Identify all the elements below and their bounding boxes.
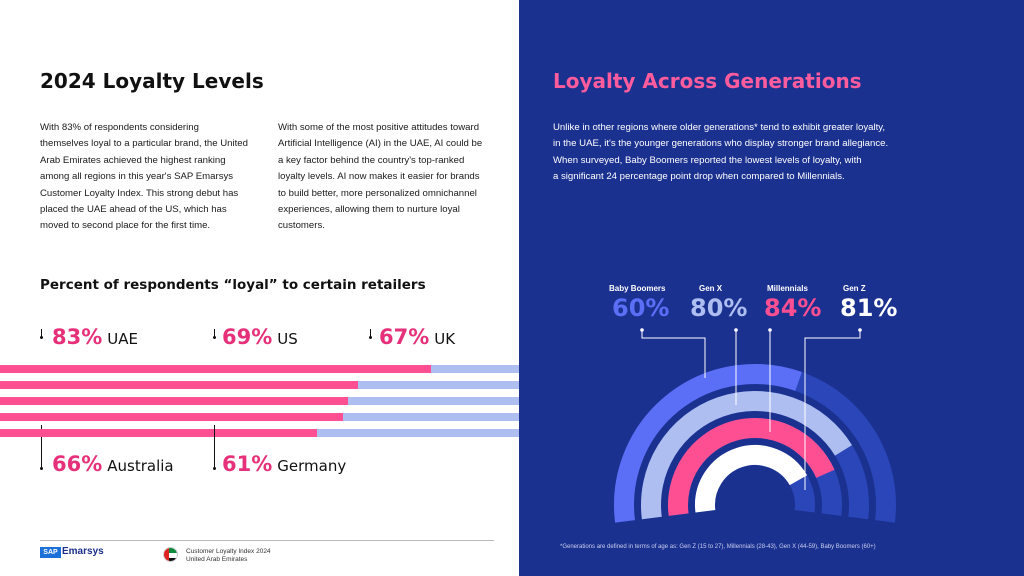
ai-paragraph-line: to build better, more personalized omnic… <box>278 187 477 199</box>
arc-baby-boomers <box>614 364 802 523</box>
ai-paragraph-line: a key factor behind the country's top-ra… <box>278 154 465 166</box>
generations-paragraph-line: a significant 24 percentage point drop w… <box>553 171 845 183</box>
bar-australia <box>0 413 343 421</box>
intro-paragraph-line: placed the UAE ahead of the US, which ha… <box>40 204 227 216</box>
generation-name: Gen X <box>699 284 723 293</box>
ai-paragraph-line: Artificial Intelligence (AI) in the UAE,… <box>278 138 483 150</box>
generations-paragraph-line: When surveyed, Baby Boomers reported the… <box>553 154 862 166</box>
intro-paragraph-line: Arab Emirates achieved the highest ranki… <box>40 154 226 166</box>
intro-paragraph-line: Customer Loyalty Index. This strong debu… <box>40 187 239 199</box>
arc-gen-z <box>695 445 808 513</box>
bar-label-leader <box>41 425 42 468</box>
generation-name: Gen Z <box>843 284 866 293</box>
bar-label-dot <box>40 336 43 339</box>
ai-paragraph: With some of the most positive attitudes… <box>278 120 513 235</box>
generation-name: Millennials <box>767 284 808 293</box>
bar-value-label: 83% <box>52 325 103 349</box>
bar-category-label: UAE <box>107 330 138 348</box>
bar-category-label: US <box>277 330 298 348</box>
intro-paragraph-line: among all regions in this year's SAP Ema… <box>40 171 234 183</box>
bar-label-germany: 61% Germany <box>222 452 346 476</box>
bar-label-leader <box>41 329 42 337</box>
ai-paragraph-line: With some of the most positive attitudes… <box>278 122 480 133</box>
bar-label-dot <box>213 336 216 339</box>
footer-divider <box>40 540 494 541</box>
bar-category-label: UK <box>434 330 456 348</box>
bar-label-australia: 66% Australia <box>52 452 174 476</box>
generation-value: 84% <box>764 294 822 322</box>
generation-name: Baby Boomers <box>609 284 666 293</box>
generation-leader-line <box>641 330 706 378</box>
arc-millennials <box>668 418 835 516</box>
bar-category-label: Germany <box>277 457 347 475</box>
generation-value: 60% <box>612 294 670 322</box>
intro-paragraph-line: With 83% of respondents considering <box>40 122 199 133</box>
page-title: 2024 Loyalty Levels <box>40 69 264 93</box>
generations-paragraph-line: in the UAE, it's the younger generations… <box>553 138 889 150</box>
intro-paragraph-line: themselves loyal to a particular brand, … <box>40 138 248 150</box>
generation-leader-dot <box>768 328 772 332</box>
bar-label-dot <box>213 467 216 470</box>
bar-label-dot <box>40 467 43 470</box>
generation-leader-dot <box>858 328 862 332</box>
bar-chart-title: Percent of respondents “loyal” to certai… <box>40 277 426 293</box>
generation-leader-dot <box>734 328 738 332</box>
right-panel <box>519 0 1024 576</box>
generations-footnote: *Generations are defined in terms of age… <box>560 544 876 550</box>
generation-leader-line <box>804 330 861 490</box>
generation-leader-dot <box>640 328 644 332</box>
bar-label-leader <box>370 329 371 337</box>
intro-paragraph-line: moved to second place for the first time… <box>40 220 211 232</box>
arc-gen-x <box>641 391 853 520</box>
bar-label-leader <box>214 425 215 468</box>
intro-paragraph: With 83% of respondents considering thems… <box>40 120 275 235</box>
bar-label-us: 69% US <box>222 325 298 349</box>
left-panel: 2024 Loyalty Levels With 83% of responde… <box>40 69 513 293</box>
generation-value: 81% <box>840 294 898 322</box>
bar-label-uae: 83% UAE <box>52 325 138 349</box>
bar-value-label: 66% <box>52 452 103 476</box>
bar-category-label: Australia <box>107 457 174 475</box>
emarsys-logo-text: Emarsys <box>62 546 104 557</box>
generations-paragraph-line: Unlike in other regions where older gene… <box>553 122 886 133</box>
bar-germany <box>0 429 317 437</box>
generations-paragraph: Unlike in other regions where older gene… <box>553 120 943 186</box>
bar-value-label: 67% <box>379 325 430 349</box>
generation-value: 80% <box>690 294 748 322</box>
bar-uae <box>0 365 431 373</box>
ai-paragraph-line: loyalty levels. AI now makes it easier f… <box>278 171 480 183</box>
bar-value-label: 69% <box>222 325 273 349</box>
bar-value-label: 61% <box>222 452 273 476</box>
bar-uk <box>0 397 348 405</box>
bar-label-dot <box>369 336 372 339</box>
generations-title: Loyalty Across Generations <box>553 69 862 93</box>
ai-paragraph-line: experiences, allowing them to nurture lo… <box>278 204 460 216</box>
bar-us <box>0 381 359 389</box>
report-region: United Arab Emirates <box>186 556 248 563</box>
bar-label-uk: 67% UK <box>379 325 455 349</box>
report-name: Customer Loyalty Index 2024 <box>186 548 271 555</box>
bar-label-leader <box>214 329 215 337</box>
generations-arc-chart <box>614 328 896 523</box>
uae-flag-icon <box>163 547 178 562</box>
ai-paragraph-line: customers. <box>278 220 325 232</box>
sap-logo-mark: SAP <box>40 547 61 558</box>
